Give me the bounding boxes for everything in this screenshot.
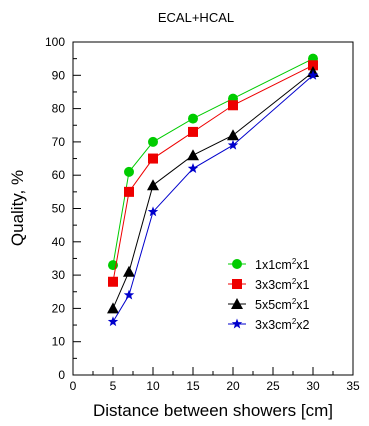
y-tick-label: 70 xyxy=(52,135,66,149)
x-tick-label: 0 xyxy=(70,379,77,393)
data-point xyxy=(188,126,198,137)
legend-label: 3x3cm2x1 xyxy=(255,277,310,292)
data-point xyxy=(108,276,118,287)
data-point xyxy=(148,153,158,164)
series-4 xyxy=(107,69,319,327)
legend-label: 1x1cm2x1 xyxy=(255,257,310,272)
legend: 1x1cm2x1 3x3cm2x1 5x5cm2x1 3x3cm2x2 xyxy=(228,257,310,332)
y-axis-title: Quality, % xyxy=(8,170,27,246)
data-point xyxy=(308,60,318,71)
series-line xyxy=(112,71,314,309)
y-tick-label: 0 xyxy=(58,368,65,382)
data-point xyxy=(123,289,135,300)
data-point xyxy=(107,302,119,314)
legend-marker xyxy=(231,298,243,309)
data-point xyxy=(227,129,239,141)
data-point xyxy=(148,136,158,147)
data-point xyxy=(123,265,135,277)
x-tick-label: 30 xyxy=(306,379,320,393)
chart-title: ECAL+HCAL xyxy=(158,10,234,25)
legend-label: 3x3cm2x2 xyxy=(255,317,310,332)
x-tick-label: 10 xyxy=(146,379,160,393)
legend-entry: 3x3cm2x2 xyxy=(228,317,310,332)
y-tick-label: 90 xyxy=(52,68,66,82)
y-tick-label: 100 xyxy=(45,35,65,49)
legend-entry: 3x3cm2x1 xyxy=(228,277,310,292)
y-tick-label: 60 xyxy=(52,168,66,182)
legend-marker xyxy=(232,259,242,269)
data-point xyxy=(147,206,159,217)
x-tick-label: 25 xyxy=(266,379,280,393)
data-point xyxy=(124,166,134,177)
y-tick-label: 50 xyxy=(52,202,66,216)
x-tick-label: 5 xyxy=(110,379,117,393)
series-line xyxy=(112,64,314,282)
series-1 xyxy=(108,53,318,271)
data-point xyxy=(147,179,159,191)
x-tick-label: 20 xyxy=(226,379,240,393)
y-tick-label: 10 xyxy=(52,335,66,349)
data-point xyxy=(228,100,238,111)
x-axis-title: Distance between showers [cm] xyxy=(93,401,333,420)
data-point xyxy=(187,163,199,173)
legend-label: 5x5cm2x1 xyxy=(255,297,310,312)
series-2 xyxy=(108,60,318,287)
series-layer xyxy=(107,53,319,327)
x-tick-label: 15 xyxy=(186,379,200,393)
axes: 0 5 10 15 20 25 30 35 0 10 20 30 40 50 60 70 80 90 100 xyxy=(45,35,360,393)
legend-entry: 1x1cm2x1 xyxy=(228,257,310,272)
series-line xyxy=(112,58,314,266)
data-point xyxy=(227,139,239,150)
y-tick-label: 80 xyxy=(52,102,66,116)
legend-marker xyxy=(232,279,242,289)
series-3 xyxy=(107,65,319,314)
x-tick-label: 35 xyxy=(346,379,360,393)
y-tick-label: 20 xyxy=(52,301,66,315)
data-point xyxy=(307,69,319,80)
data-point xyxy=(107,316,119,327)
data-point xyxy=(124,186,134,197)
y-tick-label: 40 xyxy=(52,235,66,249)
data-point xyxy=(188,113,198,124)
legend-marker xyxy=(231,318,243,329)
y-tick-label: 30 xyxy=(52,268,66,282)
series-line xyxy=(112,74,314,322)
data-point xyxy=(187,149,199,161)
legend-entry: 5x5cm2x1 xyxy=(228,297,310,312)
